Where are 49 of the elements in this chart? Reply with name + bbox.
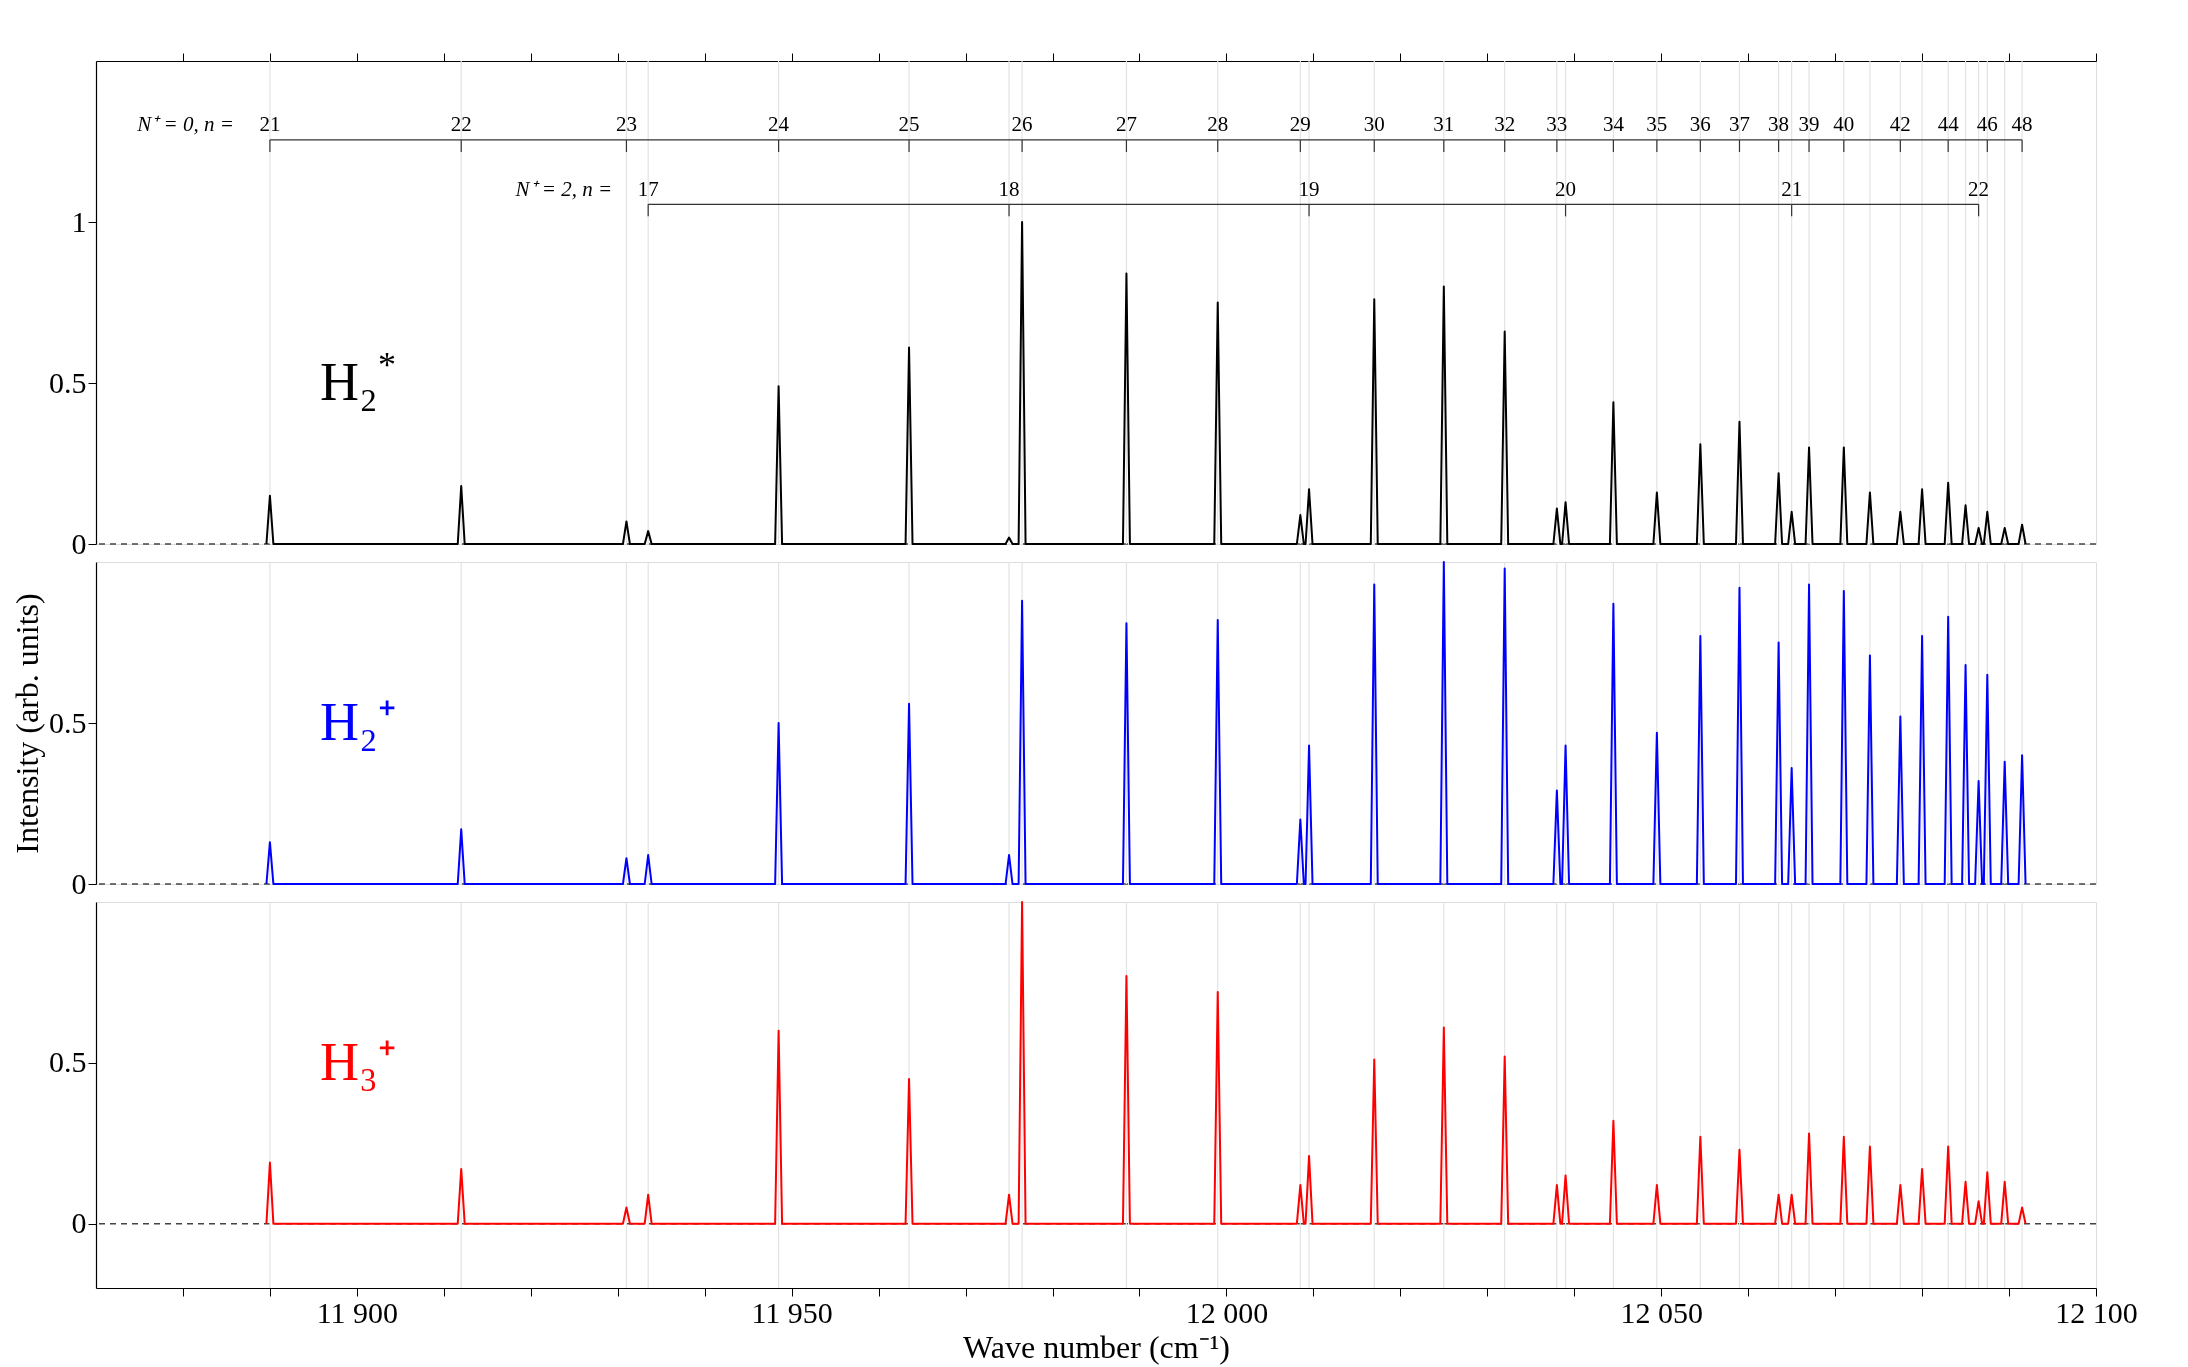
annotation: 23 — [615, 112, 637, 137]
annotation: 24 — [768, 112, 790, 137]
annotation: 27 — [1115, 112, 1137, 137]
annotation: 46 — [1976, 112, 1998, 137]
annotation: 21 — [259, 112, 281, 137]
annotation: 18 — [998, 176, 1020, 201]
y-tick-label: 0 — [71, 866, 87, 900]
y-tick-label: 0.5 — [49, 705, 87, 739]
annotation: 37 — [1728, 112, 1750, 137]
annotation: 22 — [1968, 176, 1990, 201]
annotation: 22 — [450, 112, 472, 137]
annotation: 21 — [1781, 176, 1803, 201]
annotation: 44 — [1937, 112, 1960, 137]
annotation: 25 — [898, 112, 920, 137]
y-tick-label: 1 — [71, 204, 87, 238]
annotation: 36 — [1689, 112, 1711, 137]
annotation: 19 — [1298, 176, 1320, 201]
annotation: 32 — [1494, 112, 1516, 137]
annotation: 39 — [1798, 112, 1820, 137]
annotation: 30 — [1363, 112, 1385, 137]
annotation: 29 — [1289, 112, 1311, 137]
x-tick-label: 11 900 — [316, 1295, 399, 1329]
series-label: H₃⁺ — [320, 1031, 396, 1092]
series-label: H₂⁺ — [320, 692, 396, 752]
annotation: 42 — [1889, 112, 1911, 137]
y-tick-label: 0.5 — [49, 365, 87, 399]
series-label: H₂* — [320, 345, 396, 412]
y-tick-label: 0.5 — [49, 1045, 87, 1079]
x-tick-label: 12 000 — [1185, 1295, 1269, 1329]
y-tick-label: 0 — [71, 526, 87, 560]
annotation: 35 — [1646, 112, 1668, 137]
annotation: 38 — [1768, 112, 1790, 137]
annotation: 26 — [1011, 112, 1033, 137]
x-axis-title: Wave number (cm⁻¹) — [963, 1328, 1230, 1365]
annotation: N⁺ = 0, n = — [136, 112, 234, 137]
annotation: N⁺ = 2, n = — [514, 176, 613, 201]
annotation: 31 — [1433, 112, 1455, 137]
x-tick-label: 12 100 — [2055, 1295, 2138, 1329]
annotation: 40 — [1833, 112, 1855, 137]
annotation: 20 — [1555, 176, 1577, 201]
annotation: 17 — [637, 176, 659, 201]
x-tick-label: 11 950 — [751, 1295, 833, 1329]
annotation: 34 — [1602, 112, 1625, 137]
y-axis-title: Intensity (arb. units) — [9, 593, 45, 854]
annotation: 48 — [2011, 112, 2033, 137]
y-tick-label: 0 — [71, 1206, 87, 1240]
annotation: 28 — [1207, 112, 1229, 137]
x-tick-label: 12 050 — [1620, 1295, 1703, 1329]
annotation: 33 — [1546, 112, 1568, 137]
